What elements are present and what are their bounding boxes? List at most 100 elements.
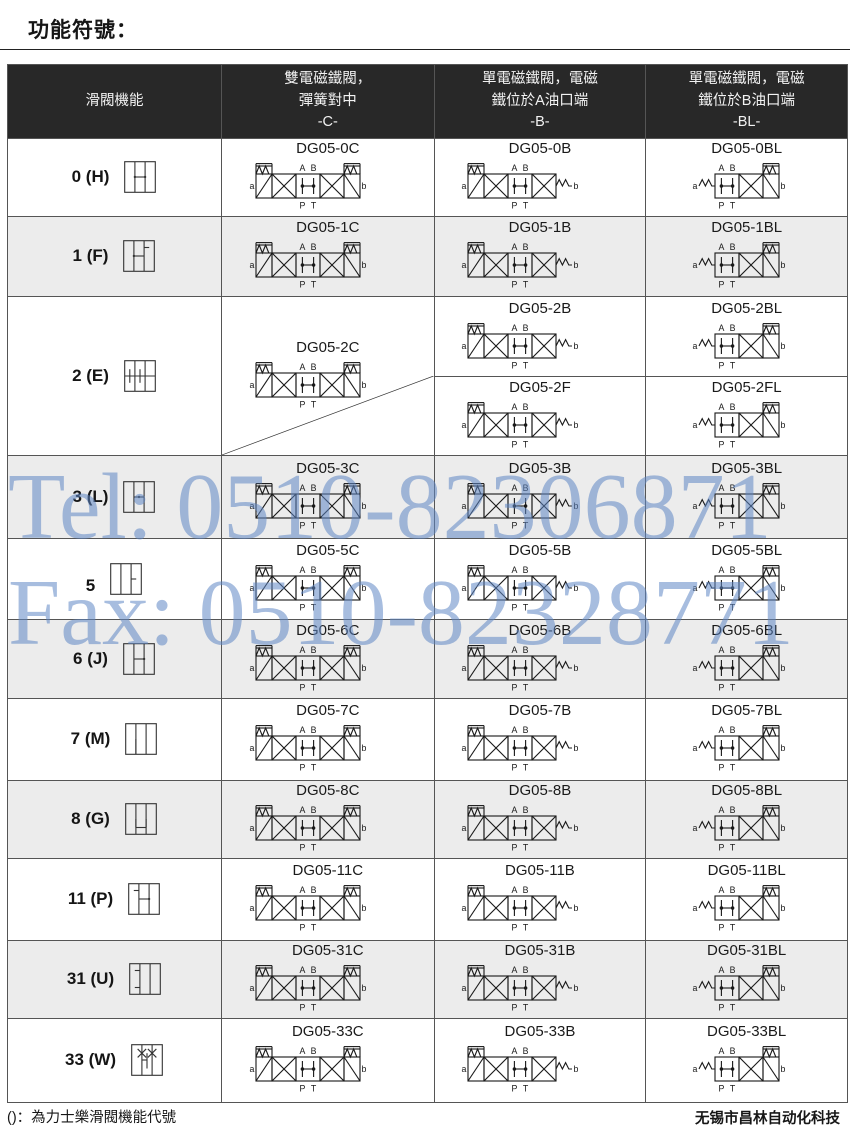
svg-text:T: T [523,439,529,449]
svg-text:A: A [718,402,724,412]
svg-text:P: P [299,923,305,933]
svg-text:B: B [523,965,529,975]
svg-text:A: A [718,725,724,735]
svg-text:A: A [718,322,724,332]
svg-text:P: P [299,602,305,612]
svg-text:B: B [310,805,316,815]
svg-text:b: b [780,744,785,754]
svg-text:b: b [573,904,578,914]
svg-text:A: A [511,1046,517,1056]
svg-text:b: b [780,341,785,351]
svg-text:a: a [692,904,697,914]
svg-text:P: P [718,843,724,853]
svg-text:P: P [511,280,517,290]
svg-text:A: A [299,805,305,815]
svg-text:b: b [780,984,785,994]
svg-text:A: A [299,1046,305,1056]
svg-text:A: A [511,242,517,252]
svg-text:T: T [523,1003,529,1013]
svg-text:B: B [310,565,316,575]
svg-text:P: P [718,280,724,290]
svg-text:b: b [573,583,578,593]
svg-text:a: a [461,984,466,994]
svg-text:P: P [299,682,305,692]
svg-text:T: T [311,923,317,933]
svg-text:a: a [461,904,466,914]
svg-text:P: P [511,201,517,211]
svg-text:a: a [249,663,254,673]
svg-text:b: b [780,420,785,430]
svg-text:a: a [461,261,466,271]
svg-text:T: T [730,201,736,211]
svg-text:T: T [523,602,529,612]
svg-text:a: a [692,663,697,673]
svg-text:P: P [511,843,517,853]
svg-text:a: a [692,501,697,511]
svg-text:P: P [299,521,305,531]
svg-text:B: B [310,885,316,895]
svg-text:A: A [511,402,517,412]
svg-text:A: A [299,362,305,372]
svg-text:A: A [511,163,517,173]
svg-text:A: A [511,725,517,735]
svg-text:A: A [511,565,517,575]
svg-text:B: B [523,1046,529,1056]
svg-text:B: B [523,402,529,412]
svg-text:a: a [692,744,697,754]
svg-text:B: B [310,242,316,252]
svg-text:P: P [718,1084,724,1094]
svg-text:T: T [730,439,736,449]
svg-text:A: A [299,565,305,575]
svg-text:A: A [299,483,305,493]
svg-text:B: B [729,163,735,173]
svg-text:B: B [523,565,529,575]
svg-text:A: A [299,885,305,895]
svg-text:a: a [692,341,697,351]
svg-text:A: A [718,163,724,173]
svg-text:a: a [249,824,254,834]
svg-text:b: b [573,744,578,754]
svg-text:a: a [461,824,466,834]
svg-text:b: b [361,181,366,191]
svg-text:A: A [718,242,724,252]
svg-text:a: a [692,420,697,430]
svg-text:b: b [361,1065,366,1075]
svg-text:T: T [523,521,529,531]
svg-text:A: A [511,483,517,493]
svg-text:B: B [729,565,735,575]
svg-text:A: A [511,645,517,655]
svg-text:A: A [511,965,517,975]
svg-text:P: P [511,521,517,531]
svg-text:B: B [729,645,735,655]
svg-text:b: b [780,1065,785,1075]
svg-text:P: P [299,1003,305,1013]
svg-text:b: b [780,663,785,673]
svg-text:A: A [718,965,724,975]
svg-text:P: P [718,923,724,933]
svg-text:a: a [692,1065,697,1075]
svg-text:B: B [523,885,529,895]
svg-text:B: B [729,725,735,735]
svg-text:A: A [718,565,724,575]
svg-text:B: B [310,645,316,655]
svg-text:B: B [729,402,735,412]
svg-text:P: P [299,201,305,211]
svg-text:a: a [461,663,466,673]
svg-text:b: b [780,904,785,914]
svg-text:B: B [523,322,529,332]
svg-text:P: P [511,1003,517,1013]
svg-text:a: a [461,341,466,351]
svg-text:a: a [692,984,697,994]
svg-text:P: P [299,843,305,853]
svg-text:b: b [361,904,366,914]
svg-text:b: b [573,1065,578,1075]
svg-text:T: T [523,923,529,933]
svg-text:T: T [523,682,529,692]
svg-text:A: A [718,483,724,493]
svg-text:T: T [730,763,736,773]
svg-text:A: A [511,805,517,815]
svg-text:A: A [299,725,305,735]
svg-text:b: b [361,744,366,754]
svg-text:P: P [511,682,517,692]
svg-text:T: T [311,1084,317,1094]
